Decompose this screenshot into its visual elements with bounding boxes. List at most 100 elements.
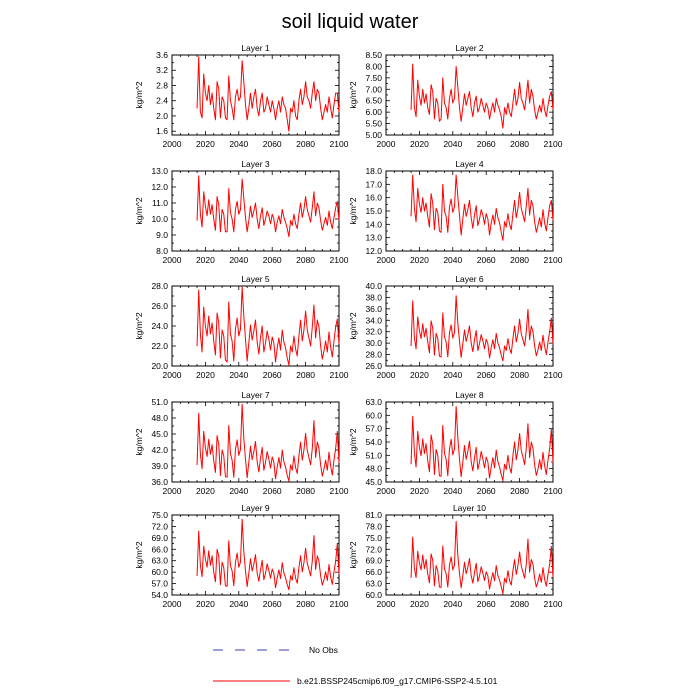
y-axis-label: kg/m^2 bbox=[348, 312, 358, 339]
y-tick-label: 66.0 bbox=[151, 544, 168, 554]
x-tick-label: 2040 bbox=[229, 486, 248, 496]
series-line bbox=[410, 174, 554, 241]
legend-label: No Obs bbox=[309, 645, 338, 655]
x-tick-label: 2020 bbox=[410, 599, 429, 609]
x-tick-label: 2020 bbox=[196, 255, 215, 265]
y-tick-label: 15.0 bbox=[365, 206, 382, 216]
x-tick-label: 2000 bbox=[377, 370, 396, 380]
y-tick-label: 22.0 bbox=[151, 341, 168, 351]
y-tick-label: 18.0 bbox=[365, 166, 382, 176]
x-tick-label: 2020 bbox=[410, 139, 429, 149]
panel-title: Layer 7 bbox=[241, 390, 270, 400]
y-tick-label: 36.0 bbox=[365, 304, 382, 314]
x-tick-label: 2060 bbox=[477, 255, 496, 265]
x-tick-label: 2080 bbox=[510, 486, 529, 496]
x-tick-label: 2040 bbox=[443, 599, 462, 609]
panel-layer-8: Layer 8 kg/m^2 2000 2020 2040 2060 2080 2100 45.… bbox=[348, 390, 563, 496]
x-tick-label: 2080 bbox=[296, 255, 315, 265]
figure-title: soil liquid water bbox=[282, 11, 419, 33]
y-tick-label: 16.0 bbox=[365, 193, 382, 203]
x-tick-label: 2040 bbox=[229, 139, 248, 149]
series-line bbox=[410, 405, 554, 481]
y-tick-label: 45.0 bbox=[365, 477, 382, 487]
panel-layer-10: Layer 10 kg/m^2 2000 2020 2040 2060 2080 2100 60… bbox=[348, 503, 563, 609]
x-tick-label: 2000 bbox=[163, 486, 182, 496]
x-tick-label: 2080 bbox=[296, 486, 315, 496]
y-tick-label: 34.0 bbox=[365, 315, 382, 325]
y-tick-label: 72.0 bbox=[151, 521, 168, 531]
y-tick-label: 12.0 bbox=[151, 182, 168, 192]
y-tick-label: 8.00 bbox=[365, 61, 382, 71]
x-tick-label: 2040 bbox=[443, 370, 462, 380]
panel-title: Layer 8 bbox=[455, 390, 484, 400]
x-tick-label: 2020 bbox=[410, 486, 429, 496]
x-tick-label: 2060 bbox=[477, 486, 496, 496]
x-tick-label: 2080 bbox=[296, 370, 315, 380]
x-tick-label: 2100 bbox=[330, 370, 349, 380]
y-tick-label: 75.0 bbox=[151, 510, 168, 520]
y-axis-label: kg/m^2 bbox=[134, 197, 144, 224]
y-tick-label: 26.0 bbox=[365, 361, 382, 371]
x-tick-label: 2080 bbox=[296, 139, 315, 149]
panel-layer-9: Layer 9 kg/m^2 2000 2020 2040 2060 2080 2100 54.… bbox=[134, 503, 349, 609]
panel-title: Layer 1 bbox=[241, 43, 270, 53]
y-tick-label: 75.0 bbox=[365, 533, 382, 543]
y-tick-label: 51.0 bbox=[151, 397, 168, 407]
x-tick-label: 2060 bbox=[477, 370, 496, 380]
y-tick-label: 17.0 bbox=[365, 179, 382, 189]
x-tick-label: 2020 bbox=[196, 139, 215, 149]
y-axis-label: kg/m^2 bbox=[348, 197, 358, 224]
y-tick-label: 48.0 bbox=[151, 413, 168, 423]
x-tick-label: 2080 bbox=[510, 139, 529, 149]
x-tick-label: 2100 bbox=[330, 255, 349, 265]
x-tick-label: 2000 bbox=[163, 139, 182, 149]
series-line bbox=[410, 520, 554, 594]
x-tick-label: 2080 bbox=[296, 599, 315, 609]
series-line bbox=[410, 63, 554, 129]
panel-title: Layer 6 bbox=[455, 274, 484, 284]
y-tick-label: 14.0 bbox=[365, 219, 382, 229]
y-tick-label: 28.0 bbox=[151, 281, 168, 291]
y-tick-label: 39.0 bbox=[151, 461, 168, 471]
x-tick-label: 2060 bbox=[263, 255, 282, 265]
panel-title: Layer 5 bbox=[241, 274, 270, 284]
y-tick-label: 10.0 bbox=[151, 214, 168, 224]
y-tick-label: 3.6 bbox=[156, 50, 168, 60]
x-tick-label: 2000 bbox=[377, 255, 396, 265]
y-tick-label: 13.0 bbox=[365, 233, 382, 243]
y-tick-label: 9.0 bbox=[156, 230, 168, 240]
x-tick-label: 2100 bbox=[544, 139, 563, 149]
x-tick-label: 2040 bbox=[443, 139, 462, 149]
y-axis-label: kg/m^2 bbox=[134, 81, 144, 108]
y-tick-label: 63.0 bbox=[365, 579, 382, 589]
x-tick-label: 2000 bbox=[377, 486, 396, 496]
y-tick-label: 26.0 bbox=[151, 301, 168, 311]
y-tick-label: 63.0 bbox=[365, 397, 382, 407]
y-tick-label: 38.0 bbox=[365, 292, 382, 302]
panel-title: Layer 9 bbox=[241, 503, 270, 513]
x-tick-label: 2080 bbox=[510, 599, 529, 609]
y-tick-label: 28.0 bbox=[365, 350, 382, 360]
y-axis-label: kg/m^2 bbox=[134, 428, 144, 455]
x-tick-label: 2100 bbox=[330, 486, 349, 496]
y-tick-label: 12.0 bbox=[365, 246, 382, 256]
series-line bbox=[196, 286, 340, 366]
y-tick-label: 32.0 bbox=[365, 327, 382, 337]
y-tick-label: 11.0 bbox=[152, 198, 168, 208]
y-tick-label: 1.6 bbox=[156, 126, 168, 136]
x-tick-label: 2060 bbox=[263, 139, 282, 149]
y-axis-label: kg/m^2 bbox=[134, 312, 144, 339]
legend-label: b.e21.BSSP245cmip6.f09_g17.CMIP6-SSP2-4.… bbox=[297, 676, 498, 686]
panels: Layer 1 kg/m^2 2000 2020 2040 2060 2080 2100 1.6… bbox=[134, 43, 563, 609]
x-tick-label: 2060 bbox=[263, 599, 282, 609]
y-tick-label: 57.0 bbox=[151, 579, 168, 589]
y-tick-label: 24.0 bbox=[151, 321, 168, 331]
panel-layer-2: Layer 2 kg/m^2 2000 2020 2040 2060 2080 2100 5.0… bbox=[348, 43, 563, 149]
x-tick-label: 2020 bbox=[410, 370, 429, 380]
x-tick-label: 2060 bbox=[263, 370, 282, 380]
x-tick-label: 2060 bbox=[477, 599, 496, 609]
x-tick-label: 2040 bbox=[443, 486, 462, 496]
x-tick-label: 2020 bbox=[410, 255, 429, 265]
y-tick-label: 54.0 bbox=[151, 590, 168, 600]
